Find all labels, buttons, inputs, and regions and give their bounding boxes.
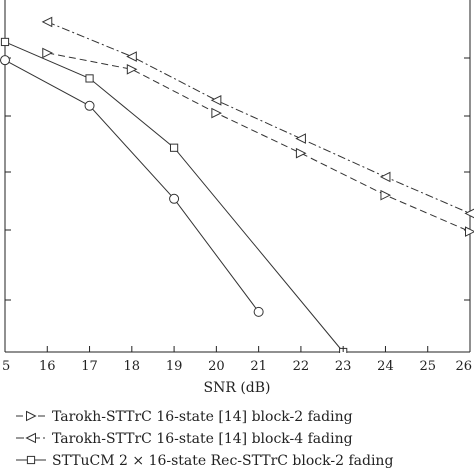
data-point bbox=[464, 208, 474, 219]
data-point bbox=[169, 193, 180, 204]
series-line bbox=[47, 52, 471, 233]
plot-area bbox=[4, 0, 471, 353]
x-tick-label: 17 bbox=[81, 359, 98, 374]
x-tick-label: 19 bbox=[166, 359, 183, 374]
data-point bbox=[126, 51, 137, 62]
legend: Tarokh-STTrC 16-state [14] block-2 fadin… bbox=[16, 409, 393, 469]
series-layer bbox=[0, 16, 474, 353]
x-tick-label: 5 bbox=[2, 359, 10, 374]
data-point bbox=[41, 16, 53, 28]
data-point bbox=[85, 74, 94, 83]
legend-marker bbox=[25, 432, 36, 444]
data-point bbox=[0, 55, 10, 66]
legend-item: Tarokh-STTrC 16-state [14] block-2 fadin… bbox=[16, 409, 353, 425]
data-point bbox=[465, 226, 474, 237]
x-tick-label: 26 bbox=[455, 359, 472, 374]
data-point bbox=[380, 189, 392, 201]
series-line bbox=[47, 21, 471, 214]
legend-marker bbox=[26, 410, 37, 422]
x-ticks: 5 16 17 18 19 20 21 22 23 24 25 26 bbox=[2, 346, 472, 374]
series-triangle-right bbox=[42, 47, 474, 237]
data-point bbox=[295, 133, 306, 144]
legend-label: Tarokh-STTrC 16-state [14] block-4 fadin… bbox=[52, 431, 353, 447]
x-tick-label: 24 bbox=[377, 359, 394, 374]
data-point bbox=[126, 63, 138, 75]
legend-label: Tarokh-STTrC 16-state [14] block-2 fadin… bbox=[52, 409, 353, 425]
legend-label: STTuCM 2 × 16-state Rec-STTrC block-2 fa… bbox=[52, 453, 393, 469]
series-line bbox=[4, 41, 344, 353]
x-tick-label: 18 bbox=[124, 359, 141, 374]
series-triangle-left bbox=[41, 16, 474, 219]
data-point bbox=[211, 107, 222, 119]
x-tick-label: 25 bbox=[419, 359, 436, 374]
series-line bbox=[4, 59, 260, 313]
data-point bbox=[0, 37, 10, 47]
data-point bbox=[169, 143, 179, 152]
legend-item: Tarokh-STTrC 16-state [14] block-4 fadin… bbox=[16, 431, 353, 447]
x-axis-title: SNR (dB) bbox=[203, 380, 270, 396]
data-point bbox=[295, 147, 307, 159]
data-point bbox=[379, 171, 391, 183]
x-tick-label: 16 bbox=[39, 359, 56, 374]
data-point bbox=[42, 47, 53, 59]
series-circle bbox=[0, 55, 264, 317]
x-tick-label: 20 bbox=[208, 359, 225, 374]
data-point bbox=[253, 306, 264, 317]
legend-marker bbox=[26, 455, 36, 465]
x-tick-label: 21 bbox=[250, 359, 267, 374]
data-point bbox=[210, 95, 222, 106]
x-tick-label: 23 bbox=[335, 359, 352, 374]
legend-item: STTuCM 2 × 16-state Rec-STTrC block-2 fa… bbox=[16, 453, 393, 469]
data-point bbox=[84, 100, 95, 111]
x-tick-label: 22 bbox=[293, 359, 310, 374]
